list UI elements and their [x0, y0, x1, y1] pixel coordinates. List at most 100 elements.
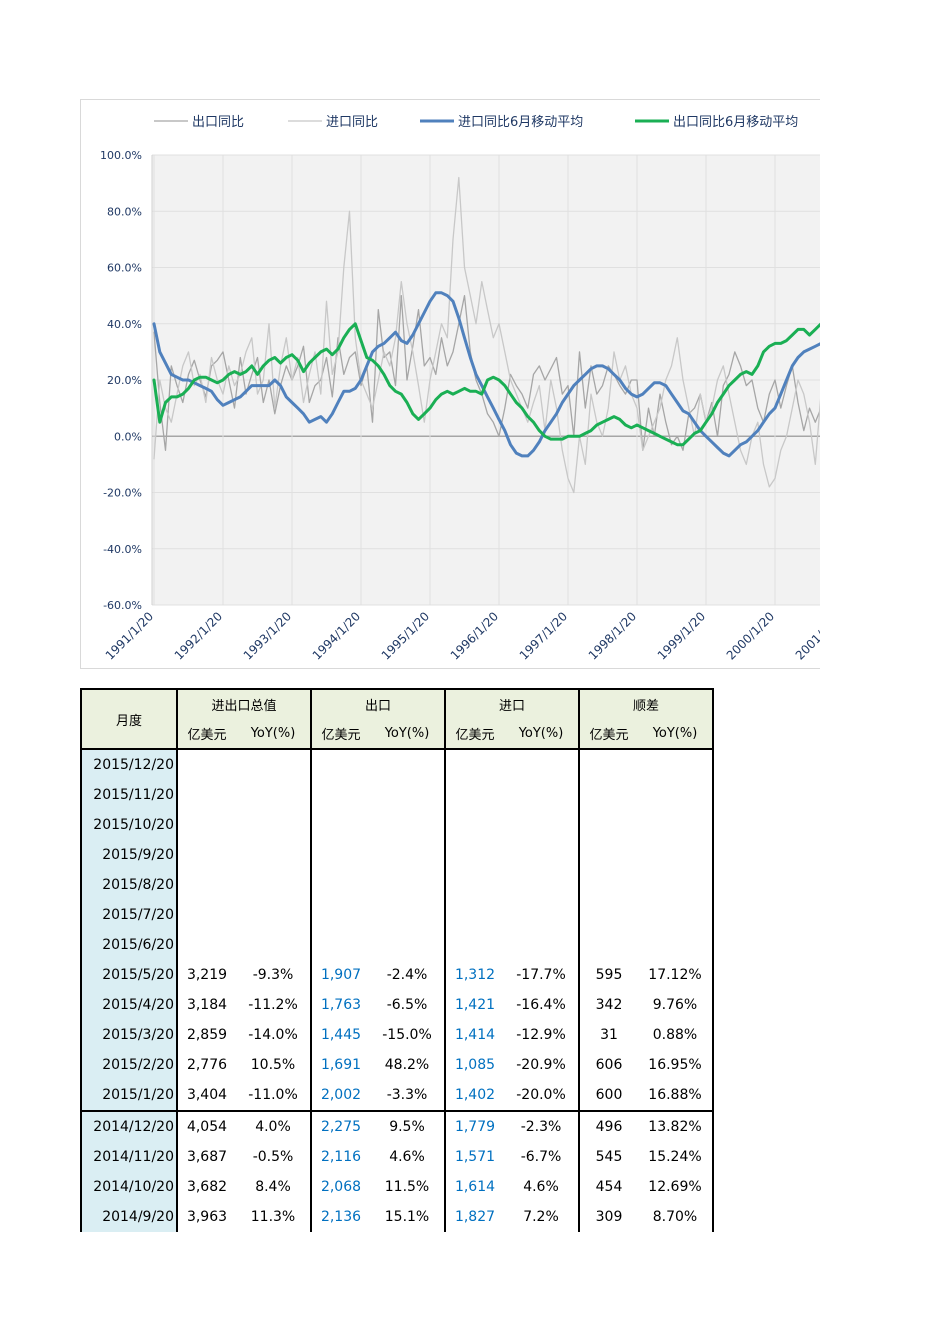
cell-imp-yoy — [504, 930, 579, 960]
cell-total: 3,184 — [176, 990, 236, 1020]
table-row: 2015/2/20 2,776 10.5% 1,691 48.2% 1,085 -20.9%… — [80, 1050, 714, 1080]
cell-imp-yoy — [504, 780, 579, 810]
cell-total-yoy — [236, 810, 311, 840]
cell-bal: 31 — [578, 1020, 638, 1050]
cell-imp-yoy: -20.9% — [516, 1057, 566, 1073]
y-tick-label: 80.0% — [107, 205, 142, 218]
cell-month: 2015/10/20 — [80, 810, 177, 840]
table-row: 2014/12/20 4,054 4.0% 2,275 9.5% 1,779 -2.3% 49… — [80, 1110, 714, 1142]
table-row: 2015/12/20 — [80, 749, 714, 780]
cell-total-yoy — [236, 840, 311, 870]
cell-exp — [310, 749, 370, 780]
cell-imp — [444, 810, 504, 840]
cell-imp-yoy: -6.7% — [520, 1149, 562, 1165]
subheader-export-unit: 亿美元 — [310, 719, 370, 750]
cell-total — [176, 840, 236, 870]
cell-total: 3,219 — [176, 960, 236, 990]
cell-month: 2015/12/20 — [80, 749, 177, 780]
cell-imp: 1,312 — [444, 960, 504, 990]
cell-exp-yoy — [370, 930, 445, 960]
legend-label: 进口同比 — [326, 115, 378, 130]
subheader-import-unit: 亿美元 — [444, 719, 504, 750]
y-tick-label: 40.0% — [107, 318, 142, 331]
cell-exp: 1,445 — [310, 1020, 370, 1050]
cell-bal-yoy — [638, 810, 714, 840]
cell-bal-yoy: 13.82% — [638, 1110, 714, 1142]
cell-total-yoy — [236, 930, 311, 960]
cell-total: 3,404 — [176, 1080, 236, 1111]
table-row: 2015/10/20 — [80, 810, 714, 840]
cell-month: 2014/12/20 — [80, 1110, 177, 1142]
cell-bal: 454 — [578, 1172, 638, 1202]
y-tick-label: 20.0% — [107, 374, 142, 387]
cell-total — [176, 780, 236, 810]
cell-total: 2,859 — [176, 1020, 236, 1050]
cell-total: 3,963 — [176, 1202, 236, 1232]
subheader-total-yoy: YoY(%) — [236, 719, 311, 750]
cell-bal — [578, 780, 638, 810]
cell-imp-yoy: -12.9% — [516, 1027, 566, 1043]
cell-total — [176, 810, 236, 840]
cell-exp-yoy — [370, 810, 445, 840]
legend-label: 出口同比 — [192, 115, 244, 130]
cell-total-yoy — [236, 780, 311, 810]
cell-total-yoy: -14.0% — [248, 1027, 298, 1043]
cell-imp-yoy: -16.4% — [516, 997, 566, 1013]
y-tick-label: -60.0% — [103, 599, 142, 612]
cell-month: 2015/7/20 — [80, 900, 177, 930]
cell-month: 2015/9/20 — [80, 840, 177, 870]
cell-total-yoy: 8.4% — [255, 1179, 291, 1195]
cell-bal: 496 — [578, 1110, 638, 1142]
table-row: 2015/5/20 3,219 -9.3% 1,907 -2.4% 1,312 -17.7%… — [80, 960, 714, 990]
cell-bal-yoy: 17.12% — [638, 960, 714, 990]
series-line-3 — [152, 322, 820, 447]
cell-total — [176, 930, 236, 960]
cell-exp-yoy — [370, 749, 445, 780]
cell-bal-yoy — [638, 900, 714, 930]
cell-bal — [578, 840, 638, 870]
cell-exp — [310, 810, 370, 840]
header-month: 月度 — [80, 688, 177, 750]
cell-bal: 600 — [578, 1080, 638, 1111]
cell-exp-yoy — [370, 780, 445, 810]
table-row: 2014/10/20 3,682 8.4% 2,068 11.5% 1,614 4.6% 45… — [80, 1172, 714, 1202]
series-line-0 — [153, 294, 820, 451]
cell-bal: 606 — [578, 1050, 638, 1080]
header-export: 出口 — [310, 688, 445, 719]
cell-imp — [444, 840, 504, 870]
cell-total-yoy: 10.5% — [250, 1057, 296, 1073]
cell-total-yoy: 11.3% — [250, 1209, 296, 1225]
table-row: 2014/11/20 3,687 -0.5% 2,116 4.6% 1,571 -6.7% 5… — [80, 1142, 714, 1172]
cell-imp-yoy — [504, 900, 579, 930]
cell-exp-yoy: -6.5% — [386, 997, 428, 1013]
cell-exp: 1,763 — [310, 990, 370, 1020]
cell-exp-yoy: 15.1% — [384, 1209, 430, 1225]
cell-bal-yoy: 16.88% — [638, 1080, 714, 1111]
cell-exp: 1,907 — [310, 960, 370, 990]
cell-bal: 342 — [578, 990, 638, 1020]
cell-exp: 2,136 — [310, 1202, 370, 1232]
cell-exp-yoy: -2.4% — [386, 967, 428, 983]
cell-month: 2014/10/20 — [80, 1172, 177, 1202]
trade-yoy-chart: 100.0% 80.0% 60.0% 40.0% 20.0% 0.0% -20.0% -40.… — [80, 99, 820, 669]
cell-imp — [444, 749, 504, 780]
cell-imp: 1,414 — [444, 1020, 504, 1050]
cell-month: 2015/3/20 — [80, 1020, 177, 1050]
cell-bal-yoy: 16.95% — [638, 1050, 714, 1080]
cell-imp: 1,571 — [444, 1142, 504, 1172]
cell-month: 2015/2/20 — [80, 1050, 177, 1080]
cell-imp-yoy — [504, 840, 579, 870]
cell-total: 3,687 — [176, 1142, 236, 1172]
cell-imp: 1,779 — [444, 1110, 504, 1142]
cell-bal-yoy — [638, 840, 714, 870]
header-import: 进口 — [444, 688, 579, 719]
cell-imp: 1,421 — [444, 990, 504, 1020]
series-lines — [152, 176, 820, 494]
cell-bal — [578, 900, 638, 930]
cell-total-yoy: -9.3% — [252, 967, 294, 983]
cell-exp-yoy — [370, 870, 445, 900]
cell-bal-yoy — [638, 780, 714, 810]
table-row: 2015/1/20 3,404 -11.0% 2,002 -3.3% 1,402 -20.0… — [80, 1080, 714, 1111]
cell-bal — [578, 870, 638, 900]
cell-month: 2014/11/20 — [80, 1142, 177, 1172]
